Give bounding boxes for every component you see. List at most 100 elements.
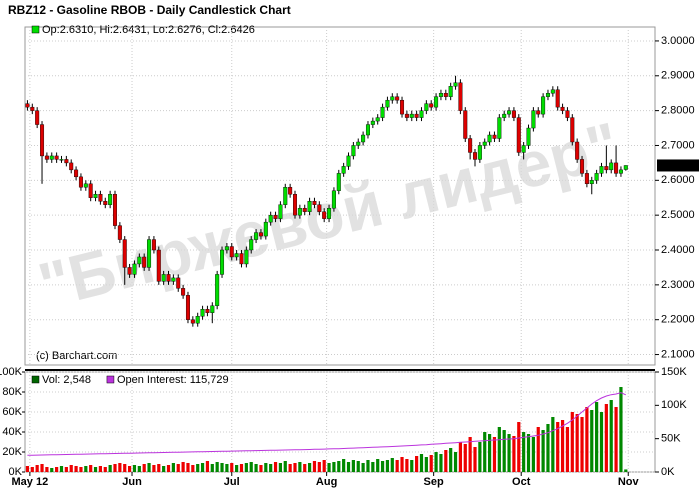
candle-body [492,134,497,139]
volume-bar [215,462,219,472]
candle-body [127,267,132,275]
candle-body [254,232,259,240]
candle-body [49,155,54,160]
volume-bar [405,459,409,472]
candle-body [302,207,307,212]
volume-bar [98,466,103,472]
x-tick-label: May 12 [12,476,49,488]
candle-body [443,93,448,97]
volume-bar [55,467,59,472]
volume-bar [463,444,467,472]
candle-body [220,249,225,275]
candle-body [468,138,473,153]
candle-body [521,145,526,153]
legend-label: Open Interest: 115,729 [117,374,229,386]
volume-bar [556,422,560,472]
candle-body [594,173,599,181]
y-tick-label: 2.8000 [661,105,695,117]
volume-bar [288,464,292,472]
candle-body [477,145,482,160]
volume-bar [142,464,146,472]
y2-tick-label: 50K [661,433,681,445]
volume-bar [230,463,234,472]
x-tick-label: Sep [424,476,444,488]
candle-body [545,93,550,97]
candle-body [224,246,229,251]
volume-bar [45,467,49,472]
candle-body [54,155,59,160]
candle-body [575,141,580,160]
candle-body [74,169,79,178]
volume-bar [259,465,263,472]
volume-bar [415,456,419,472]
last-price-label: 2.6426 [659,159,693,171]
candle-body [210,305,215,313]
volume-bar [69,465,73,472]
candle-body [404,113,409,118]
candle-body [137,256,142,265]
candle-body [482,141,487,146]
candle-body [327,207,332,219]
y2-tick-label: 150K [661,366,687,378]
candle-body [507,110,512,115]
y-tick-label: 100K [0,366,23,378]
volume-bar [512,436,516,472]
candle-body [166,274,171,282]
volume-bar [171,463,175,472]
volume-bar [269,464,273,472]
volume-bar [137,466,141,472]
candle-body [283,187,288,205]
candle-body [312,201,317,205]
legend-swatch [31,25,40,34]
volume-bar [390,458,394,472]
candle-body [64,159,69,164]
candle-body [458,82,463,111]
candle-body [395,96,400,101]
volume-bar [551,417,555,472]
legend-swatch [31,375,40,384]
volume-bar [317,462,321,472]
candle-body [497,117,502,139]
x-tick-label: Aug [316,476,337,488]
volume-bar [166,465,171,472]
volume-bar [332,462,336,472]
volume-bar [565,427,570,472]
volume-bar [200,463,205,472]
candle-body [341,166,346,174]
volume-bar [366,460,370,472]
volume-bar [546,424,550,472]
volume-bar [147,463,151,472]
candle-body [589,180,594,185]
candle-body [44,155,49,160]
volume-bar [487,434,492,472]
volume-bar [376,459,380,472]
y-tick-label: 20K [2,446,22,458]
candle-body [580,159,585,174]
candle-body [171,277,176,282]
y-tick-label: 2.5000 [661,209,695,221]
volume-bar [609,400,613,472]
y2-tick-label: 0K [661,466,675,478]
volume-bar [210,464,214,472]
candle-body [346,155,351,167]
volume-bar [371,462,375,472]
candle-body [516,117,521,153]
y-tick-label: 40K [2,426,22,438]
volume-bar [273,462,278,472]
candle-body [263,221,268,237]
volume-bar [468,437,472,472]
legend-label: Vol: 2,548 [42,374,91,386]
volume-bar [483,432,487,472]
open-interest-line [27,392,626,456]
volume-bar [356,461,360,472]
candle-body [132,263,137,275]
candle-body [117,225,122,240]
candle-body [555,89,560,108]
volume-bar [74,466,78,472]
candle-body [599,166,604,174]
candle-body [249,239,254,251]
volume-bar [526,434,531,472]
volume-bar [35,465,39,472]
volume-bar [541,430,545,472]
y-tick-label: 60K [2,406,22,418]
